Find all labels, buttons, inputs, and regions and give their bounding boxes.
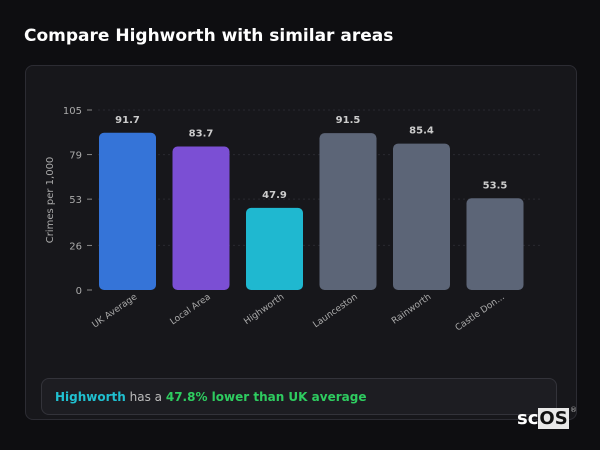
x-tick-label: Launceston bbox=[312, 292, 360, 330]
bar-value-label: 91.5 bbox=[336, 115, 361, 126]
x-tick-label: Castle Don... bbox=[454, 292, 507, 333]
y-tick-label: 105 bbox=[63, 106, 82, 117]
summary-stat: 47.8% lower than UK average bbox=[165, 390, 367, 404]
bar bbox=[466, 198, 524, 290]
summary-place: Highworth bbox=[55, 390, 126, 404]
x-tick-label: UK Average bbox=[91, 292, 140, 330]
bar bbox=[172, 146, 230, 290]
bar-value-label: 83.7 bbox=[189, 129, 214, 140]
y-axis-label: Crimes per 1,000 bbox=[45, 157, 56, 244]
bar bbox=[246, 207, 303, 290]
bar-value-label: 91.7 bbox=[115, 115, 140, 126]
bar-value-label: 85.4 bbox=[409, 126, 434, 137]
y-tick-label: 0 bbox=[76, 286, 82, 297]
y-tick-label: 26 bbox=[69, 241, 82, 252]
registered-mark: ® bbox=[570, 406, 577, 414]
x-tick-label: Rainworth bbox=[390, 292, 433, 326]
y-tick-label: 53 bbox=[69, 195, 82, 206]
bar-value-label: 53.5 bbox=[483, 180, 508, 191]
bar-value-label: 47.9 bbox=[262, 190, 287, 201]
x-tick-label: Local Area bbox=[169, 292, 213, 327]
comparison-summary: Highworth has a 47.8% lower than UK aver… bbox=[41, 378, 557, 415]
x-tick-label: Highworth bbox=[242, 292, 286, 327]
scos-logo: scOS bbox=[517, 408, 569, 429]
bar bbox=[99, 132, 156, 290]
bar bbox=[393, 143, 450, 290]
summary-text: has a bbox=[125, 390, 166, 404]
page-title: Compare Highworth with similar areas bbox=[24, 26, 394, 46]
y-tick-label: 79 bbox=[69, 151, 82, 162]
bar bbox=[319, 133, 377, 290]
